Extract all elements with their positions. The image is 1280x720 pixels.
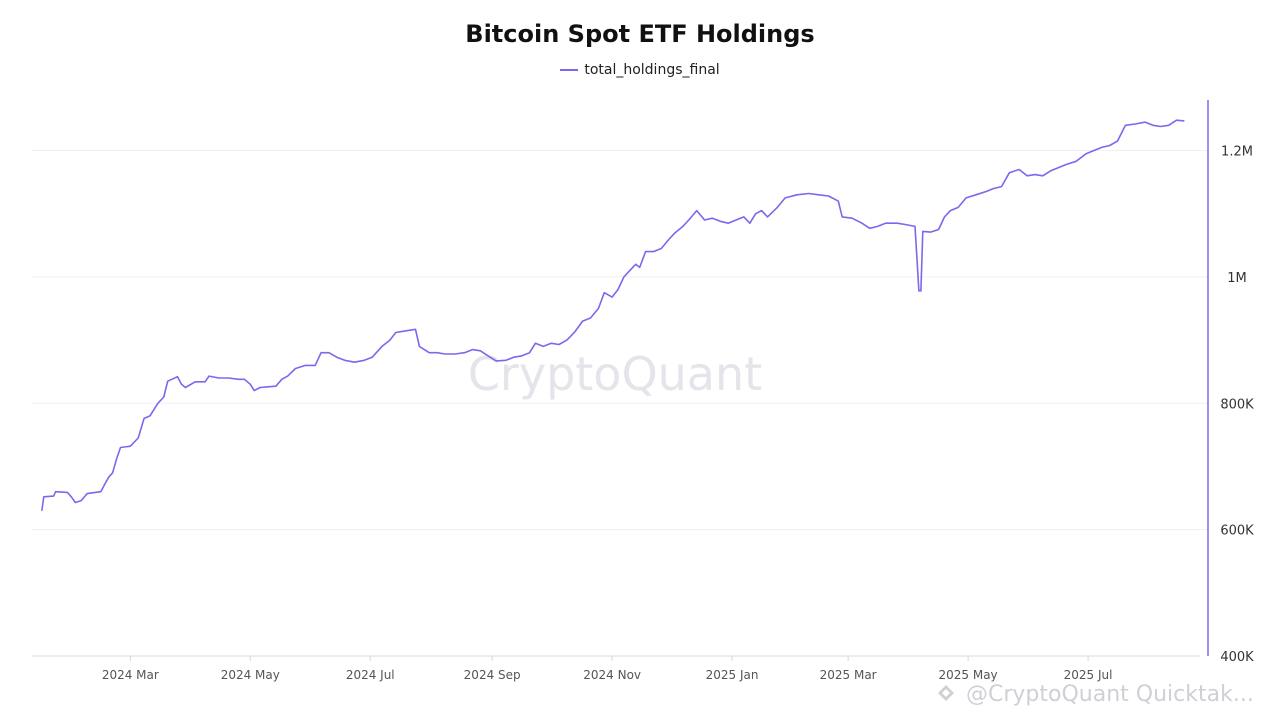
- x-tick-label: 2025 May: [938, 668, 997, 682]
- y-tick-label: 400K: [1220, 650, 1254, 665]
- y-axis: 400K 600K 800K 1M 1.2M: [1207, 100, 1254, 665]
- x-tick-label: 2024 May: [221, 668, 280, 682]
- y-tick-label: 1.2M: [1221, 145, 1253, 160]
- x-tick-label: 2025 Jan: [706, 668, 759, 682]
- x-tick-label: 2024 Sep: [464, 668, 521, 682]
- x-tick-label: 2024 Nov: [583, 668, 641, 682]
- legend-swatch: [560, 69, 579, 71]
- y-tick-label: 600K: [1220, 524, 1254, 539]
- chart-title: Bitcoin Spot ETF Holdings: [465, 20, 815, 48]
- x-axis: 2024 Mar 2024 May 2024 Jul 2024 Sep 2024 Nov…: [32, 655, 1200, 682]
- x-tick-label: 2024 Jul: [346, 668, 395, 682]
- gridlines: [32, 150, 1208, 531]
- legend[interactable]: total_holdings_final: [0, 62, 1280, 78]
- x-tick-label: 2024 Mar: [102, 668, 159, 682]
- credit-text: @CryptoQuant Quicktak...: [966, 682, 1254, 707]
- credit-logo-icon: [938, 685, 954, 701]
- y-tick-label: 800K: [1220, 397, 1254, 412]
- watermark: CryptoQuant: [468, 347, 762, 401]
- y-tick-label: 1M: [1227, 271, 1247, 286]
- x-tick-label: 2025 Mar: [820, 668, 877, 682]
- series-line-total_holdings_final[interactable]: [41, 119, 1185, 511]
- legend-label: total_holdings_final: [584, 62, 720, 78]
- x-tick-label: 2025 Jul: [1064, 668, 1113, 682]
- series-layer: [41, 119, 1185, 511]
